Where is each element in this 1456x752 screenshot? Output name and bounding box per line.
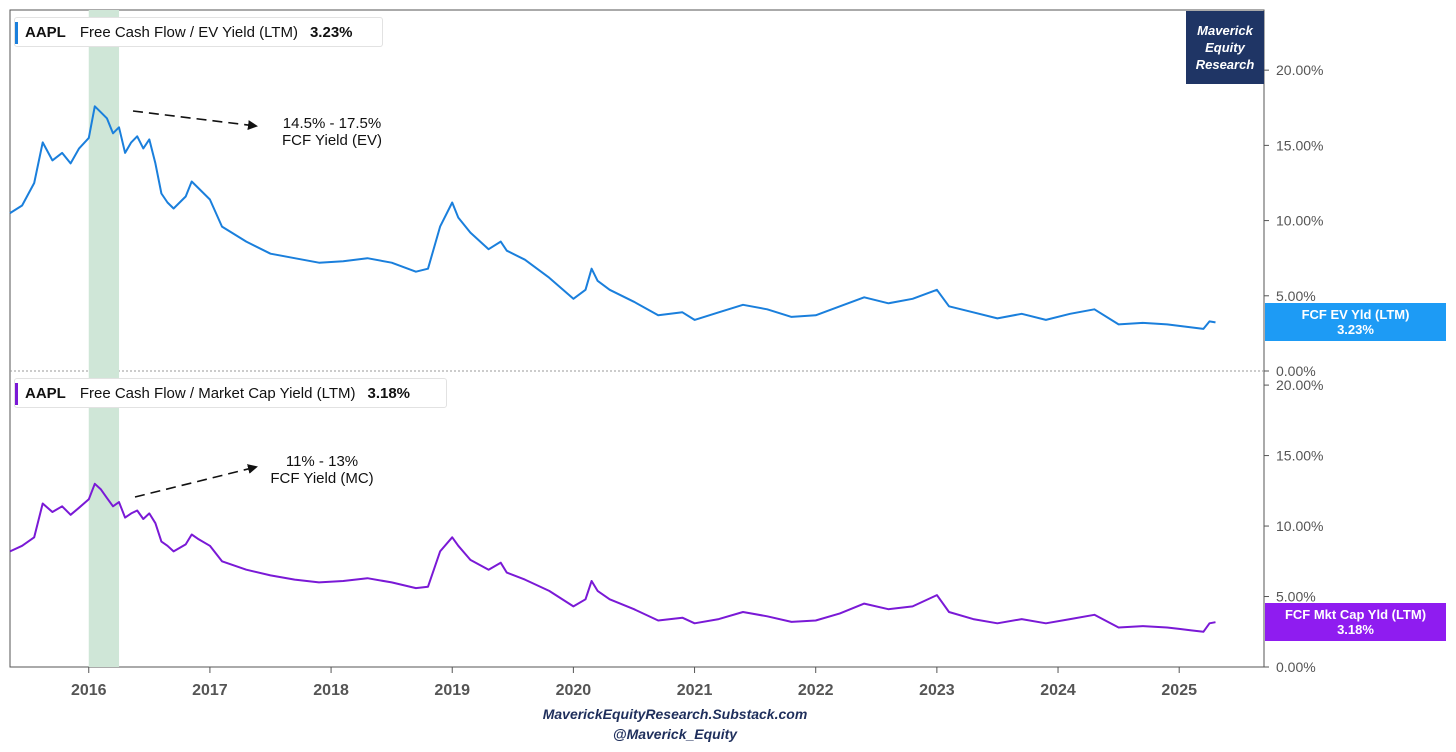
y-tick-label: 15.00% — [1276, 448, 1323, 464]
annotation-ev: 14.5% - 17.5% FCF Yield (EV) — [262, 115, 402, 149]
x-tick-label: 2025 — [1161, 682, 1197, 699]
legend-mc-ticker: AAPL — [25, 384, 66, 402]
legend-ev-value: 3.23% — [309, 23, 353, 41]
y-tick-label: 5.00% — [1276, 288, 1316, 304]
brand-line-1: Maverick — [1197, 23, 1253, 38]
annotation-arrow-ev — [132, 110, 258, 130]
legend-ev-swatch — [15, 22, 18, 44]
y-tick-label: 0.00% — [1276, 363, 1316, 379]
y-tick-label: 5.00% — [1276, 589, 1316, 605]
y-tick-label: 15.00% — [1276, 137, 1323, 153]
footer-handle: @Maverick_Equity — [612, 726, 738, 742]
footer-site: MaverickEquityResearch.Substack.com — [542, 706, 808, 722]
legend-ev: AAPL Free Cash Flow / EV Yield (LTM) 3.2… — [14, 17, 383, 47]
brand-line-2: Equity — [1205, 40, 1245, 55]
x-tick-label: 2016 — [71, 682, 107, 699]
x-tick-label: 2019 — [434, 682, 470, 699]
y-tick-label: 10.00% — [1276, 518, 1323, 534]
legend-ev-title: Free Cash Flow / EV Yield (LTM) — [79, 23, 298, 41]
tag-ev-name: FCF EV Yld (LTM) — [1301, 307, 1410, 323]
last-value-tag-ev: FCF EV Yld (LTM) 3.23% — [1265, 303, 1446, 342]
legend-ev-ticker: AAPL — [25, 23, 66, 41]
annotation-ev-label: FCF Yield (EV) — [281, 132, 383, 149]
x-tick-label: 2022 — [798, 682, 834, 699]
highlight-band-ev — [88, 10, 120, 371]
brand-line-3: Research — [1195, 57, 1255, 72]
x-tick-label: 2017 — [192, 682, 228, 699]
tag-ev-value: 3.23% — [1337, 322, 1374, 338]
tag-mc-name: FCF Mkt Cap Yld (LTM) — [1284, 607, 1427, 623]
x-tick-label: 2020 — [556, 682, 592, 699]
y-tick-label: 20.00% — [1276, 62, 1323, 78]
y-axis-ev: 0.00% 5.00% 10.00% 15.00% 20.00% — [1264, 62, 1323, 379]
plot-frame — [9, 9, 1265, 668]
annotation-ev-range: 14.5% - 17.5% — [282, 115, 382, 132]
last-value-tag-mc: FCF Mkt Cap Yld (LTM) 3.18% — [1265, 603, 1446, 642]
x-axis: 2016 2017 2018 2019 2020 2021 2022 2023 2024 2025 — [71, 667, 1197, 699]
x-tick-label: 2024 — [1040, 682, 1076, 699]
annotation-arrow-mc — [134, 464, 258, 498]
annotation-mc: 11% - 13% FCF Yield (MC) — [252, 453, 392, 487]
x-tick-label: 2023 — [919, 682, 955, 699]
y-axis-mc: 0.00% 5.00% 10.00% 15.00% 20.00% — [1264, 377, 1323, 675]
legend-mc-title: Free Cash Flow / Market Cap Yield (LTM) — [79, 384, 356, 402]
legend-mc: AAPL Free Cash Flow / Market Cap Yield (… — [14, 378, 447, 408]
annotation-mc-label: FCF Yield (MC) — [270, 470, 374, 487]
y-tick-label: 0.00% — [1276, 659, 1316, 675]
brand-logo: Maverick Equity Research — [1186, 11, 1264, 84]
x-tick-label: 2021 — [677, 682, 713, 699]
series-line-ev — [9, 105, 1216, 330]
series-line-mc — [9, 482, 1216, 633]
x-tick-label: 2018 — [313, 682, 349, 699]
legend-mc-swatch — [15, 383, 18, 405]
legend-mc-value: 3.18% — [367, 384, 411, 402]
tag-mc-value: 3.18% — [1337, 622, 1374, 638]
y-tick-label: 20.00% — [1276, 377, 1323, 393]
y-tick-label: 10.00% — [1276, 213, 1323, 229]
annotation-mc-range: 11% - 13% — [285, 453, 359, 470]
highlight-band-mc — [88, 371, 120, 667]
